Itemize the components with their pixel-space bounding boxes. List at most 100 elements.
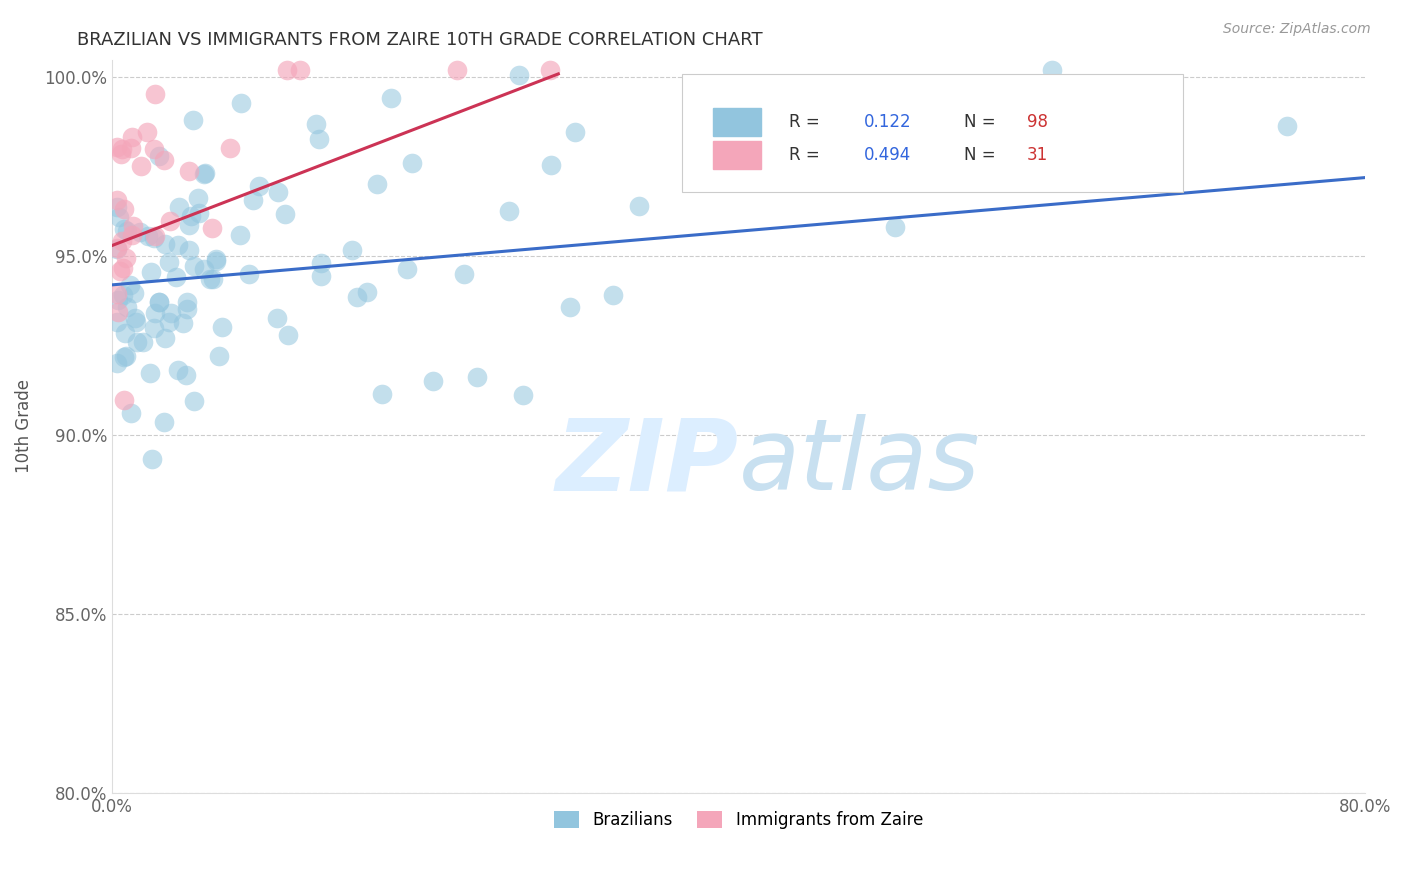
Point — [177, 218, 200, 232]
Point — [114, 326, 136, 340]
Point — [884, 219, 907, 234]
Point — [105, 315, 128, 329]
Text: Source: ZipAtlas.com: Source: ZipAtlas.com — [1223, 22, 1371, 37]
Point — [242, 193, 264, 207]
FancyBboxPatch shape — [682, 74, 1184, 192]
Text: 31: 31 — [1026, 146, 1047, 164]
Point — [177, 164, 200, 178]
Point — [110, 263, 132, 277]
Point — [219, 141, 242, 155]
Point — [112, 288, 135, 302]
Text: BRAZILIAN VS IMMIGRANTS FROM ZAIRE 10TH GRADE CORRELATION CHART: BRAZILIAN VS IMMIGRANTS FROM ZAIRE 10TH … — [77, 31, 763, 49]
Point — [1275, 119, 1298, 133]
Point — [112, 393, 135, 408]
Point — [115, 301, 138, 315]
Point — [143, 87, 166, 101]
Point — [205, 252, 228, 266]
Point — [446, 63, 468, 78]
Point — [132, 334, 155, 349]
Point — [112, 221, 135, 235]
Point — [198, 272, 221, 286]
Point — [143, 320, 166, 334]
Text: atlas: atlas — [738, 414, 980, 511]
Point — [112, 350, 135, 364]
Point — [108, 211, 131, 225]
Text: R =: R = — [789, 146, 824, 164]
Point — [180, 209, 202, 223]
Point — [167, 200, 190, 214]
Point — [309, 256, 332, 270]
Point — [371, 386, 394, 401]
Point — [157, 255, 180, 269]
Point — [194, 166, 217, 180]
Point — [602, 288, 624, 302]
Text: R =: R = — [789, 113, 824, 131]
Point — [141, 451, 163, 466]
Point — [508, 68, 530, 82]
Point — [107, 293, 129, 307]
Point — [453, 267, 475, 281]
Point — [176, 295, 198, 310]
Point — [121, 227, 143, 242]
Point — [112, 260, 135, 275]
Point — [366, 178, 388, 192]
Point — [136, 228, 159, 243]
Text: ZIP: ZIP — [555, 414, 738, 511]
Point — [117, 224, 139, 238]
Point — [111, 142, 134, 156]
Point — [157, 315, 180, 329]
Point — [273, 206, 295, 220]
Point — [193, 167, 215, 181]
Point — [153, 415, 176, 429]
Point — [540, 63, 562, 78]
Point — [342, 243, 364, 257]
Point — [167, 363, 190, 377]
Point — [172, 316, 194, 330]
Point — [1040, 63, 1063, 78]
Point — [159, 214, 181, 228]
Point — [277, 327, 299, 342]
Legend: Brazilians, Immigrants from Zaire: Brazilians, Immigrants from Zaire — [547, 804, 929, 836]
Point — [346, 290, 368, 304]
Point — [143, 229, 166, 244]
Bar — [713, 108, 761, 136]
Point — [142, 230, 165, 244]
Point — [305, 117, 328, 131]
Point — [187, 191, 209, 205]
Point — [229, 96, 252, 111]
Point — [165, 270, 187, 285]
Point — [176, 302, 198, 317]
Point — [145, 306, 167, 320]
Point — [105, 241, 128, 255]
Point — [308, 131, 330, 145]
Point — [105, 140, 128, 154]
Point — [141, 265, 163, 279]
Point — [205, 254, 228, 268]
Point — [139, 367, 162, 381]
Y-axis label: 10th Grade: 10th Grade — [15, 379, 32, 473]
Point — [311, 268, 333, 283]
Point — [174, 368, 197, 382]
Point — [148, 149, 170, 163]
Point — [208, 349, 231, 363]
Point — [125, 334, 148, 349]
Point — [467, 369, 489, 384]
Point — [228, 227, 250, 242]
Point — [183, 394, 205, 409]
Point — [111, 234, 134, 248]
Text: 0.494: 0.494 — [863, 146, 911, 164]
Point — [558, 300, 581, 314]
Point — [143, 143, 166, 157]
Point — [211, 319, 233, 334]
Point — [962, 107, 984, 121]
Point — [148, 295, 170, 310]
Point — [401, 156, 423, 170]
Point — [148, 295, 170, 310]
Point — [105, 194, 128, 208]
Point — [160, 306, 183, 320]
Point — [153, 237, 176, 252]
Point — [181, 113, 204, 128]
Point — [105, 356, 128, 370]
Text: 98: 98 — [1026, 113, 1047, 131]
Point — [105, 200, 128, 214]
